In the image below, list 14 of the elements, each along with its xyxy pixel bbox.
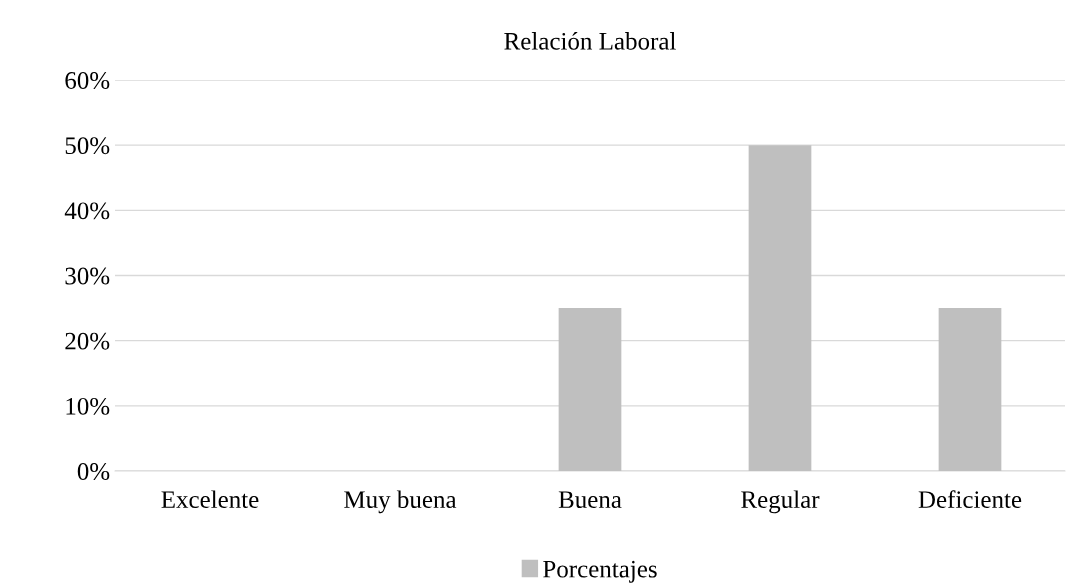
y-tick-label: 20% <box>65 332 110 350</box>
y-tick-label: 50% <box>65 137 110 155</box>
y-tick-label: 60% <box>65 72 110 89</box>
x-tick-label: Regular <box>741 490 820 514</box>
y-tick-label: 10% <box>66 397 110 415</box>
y-tick-label: 30% <box>65 267 110 285</box>
chart-title: Relación Laboral <box>504 32 676 50</box>
x-tick-label: Muy buena <box>344 490 457 514</box>
x-tick-label: Excelente <box>161 490 259 509</box>
legend-label: Porcentajes <box>543 560 657 583</box>
x-tick-label: Deficiente <box>918 490 1022 509</box>
x-tick-label: Buena <box>558 491 622 509</box>
y-tick-label: 0% <box>77 463 110 480</box>
y-tick-label: 40% <box>64 202 110 220</box>
